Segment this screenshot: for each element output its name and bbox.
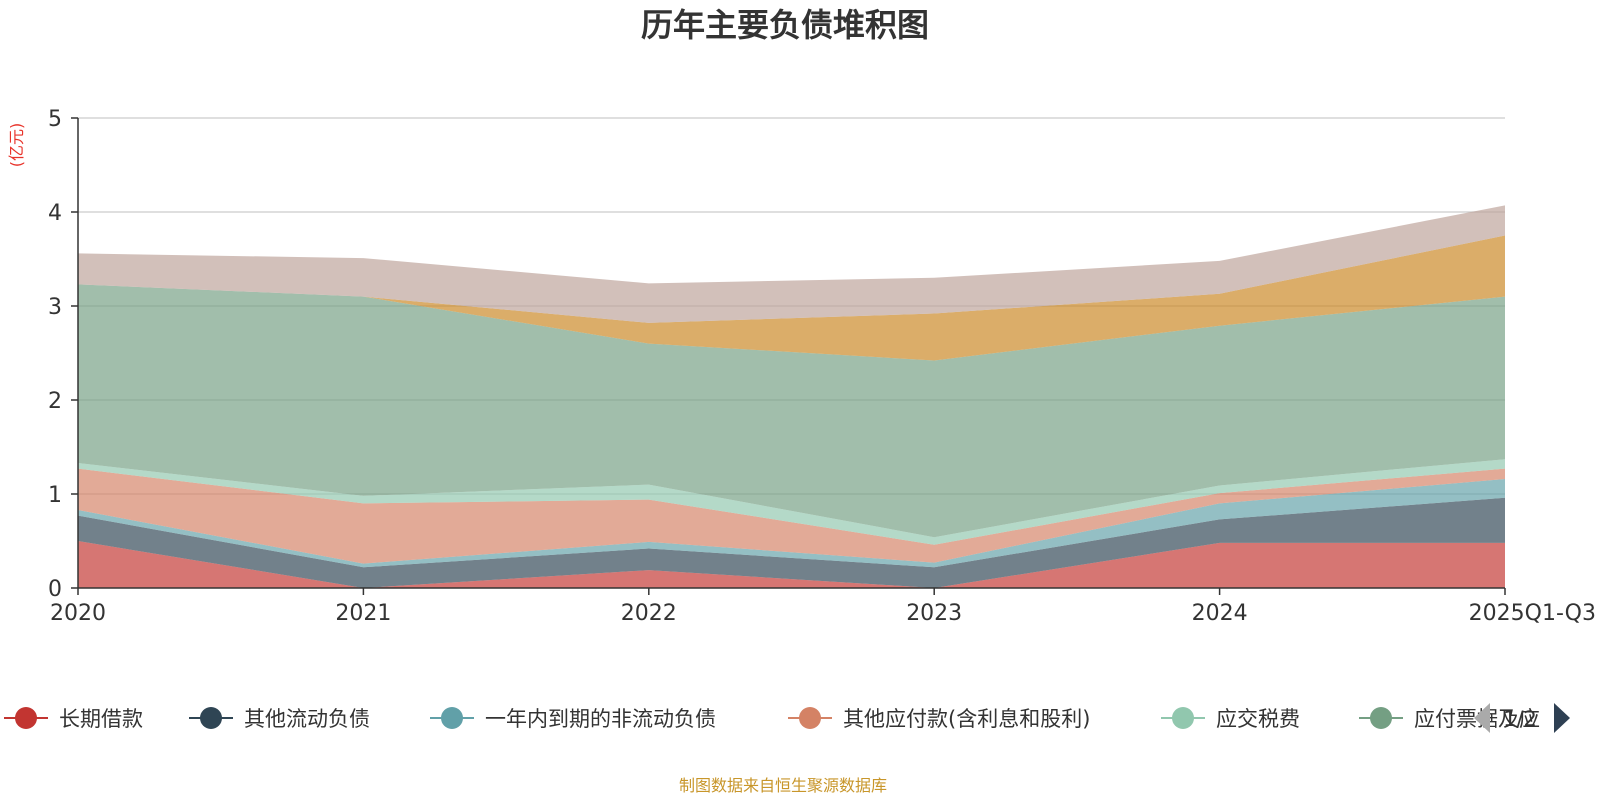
legend-marker — [1370, 707, 1392, 729]
legend-item[interactable]: 其他流动负债 — [189, 707, 370, 731]
legend-marker — [200, 707, 222, 729]
series-area-6[interactable] — [78, 235, 1505, 361]
x-tick-label: 2022 — [621, 601, 677, 626]
legend-page-indicator: 1/2 — [1503, 707, 1537, 731]
legend-marker — [15, 707, 37, 729]
series-area-5[interactable] — [78, 284, 1505, 538]
chart-title: 历年主要负债堆积图 — [641, 6, 929, 44]
x-tick-label: 2023 — [906, 601, 962, 626]
legend-pager: 1/2 — [1474, 703, 1570, 733]
legend-marker — [441, 707, 463, 729]
legend-item[interactable]: 其他应付款(含利息和股利) — [788, 707, 1090, 731]
series-area-4[interactable] — [78, 459, 1505, 545]
legend-label: 一年内到期的非流动负债 — [485, 707, 716, 731]
series-area-3[interactable] — [78, 468, 1505, 564]
legend-label: 应交税费 — [1216, 707, 1300, 731]
legend-item[interactable]: 一年内到期的非流动负债 — [430, 707, 716, 731]
legend-marker — [799, 707, 821, 729]
y-tick-label: 4 — [48, 201, 62, 226]
legend-next-page-icon[interactable] — [1554, 703, 1570, 733]
legend-item[interactable]: 应交税费 — [1161, 707, 1300, 731]
legend-item[interactable]: 长期借款 — [4, 707, 143, 731]
y-tick-labels: 0 1 2 3 4 5 — [48, 107, 62, 602]
series-areas — [78, 205, 1505, 588]
x-tick-label: 2021 — [335, 601, 391, 626]
y-tick-label: 2 — [48, 389, 62, 414]
x-tick-label: 2025Q1-Q3 — [1469, 601, 1596, 626]
series-area-0[interactable] — [78, 541, 1505, 588]
legend-label: 长期借款 — [59, 707, 143, 731]
y-tick-label: 0 — [48, 577, 62, 602]
legend: 长期借款其他流动负债一年内到期的非流动负债其他应付款(含利息和股利)应交税费应付… — [4, 707, 1540, 731]
y-tick-label: 3 — [48, 295, 62, 320]
x-tick-label: 2024 — [1192, 601, 1248, 626]
legend-label: 其他应付款(含利息和股利) — [843, 707, 1090, 731]
axes — [71, 117, 1506, 595]
data-source-note: 制图数据来自恒生聚源数据库 — [679, 776, 887, 795]
series-area-7[interactable] — [78, 205, 1505, 323]
y-tick-label: 1 — [48, 483, 62, 508]
legend-marker — [1172, 707, 1194, 729]
series-area-1[interactable] — [78, 497, 1505, 588]
y-tick-label: 5 — [48, 107, 62, 132]
legend-label: 其他流动负债 — [244, 707, 370, 731]
y-axis-unit-label: (亿元) — [7, 123, 26, 168]
legend-prev-page-icon[interactable] — [1474, 703, 1490, 733]
x-tick-label: 2020 — [50, 601, 106, 626]
x-tick-labels: 2020 2021 2022 2023 2024 2025Q1-Q3 — [50, 601, 1596, 626]
